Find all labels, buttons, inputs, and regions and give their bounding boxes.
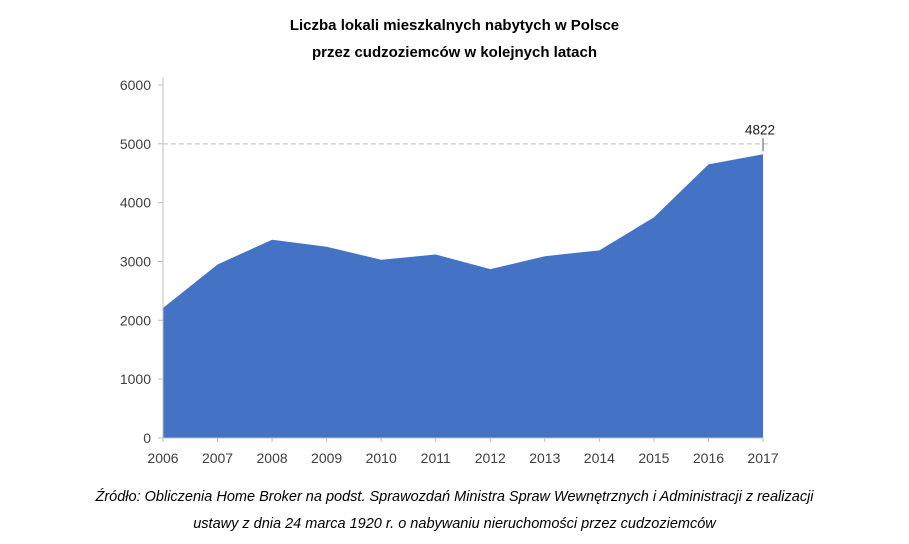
x-tick-label: 2006 [147, 450, 178, 466]
x-tick-label: 2017 [747, 450, 778, 466]
source-note: Źródło: Obliczenia Home Broker na podst.… [0, 484, 909, 538]
x-tick-label: 2014 [584, 450, 615, 466]
x-tick-label: 2009 [311, 450, 342, 466]
y-tick-label: 4000 [120, 195, 151, 211]
area-series [163, 154, 763, 438]
x-tick-label: 2008 [257, 450, 288, 466]
area-chart: 0 1000 2000 3000 4000 5000 6000 2006 2007 2008 200… [120, 77, 779, 466]
x-tick-label: 2010 [366, 450, 397, 466]
x-tick-label: 2013 [529, 450, 560, 466]
chart-title: Liczba lokali mieszkalnych nabytych w Po… [0, 12, 909, 66]
data-label: 4822 [745, 122, 775, 137]
chart-title-line1: Liczba lokali mieszkalnych nabytych w Po… [289, 17, 620, 34]
x-tick-label: 2016 [693, 450, 724, 466]
y-tick-label: 3000 [120, 254, 151, 270]
y-tick-label: 5000 [120, 136, 151, 152]
x-tick-label: 2012 [475, 450, 506, 466]
x-tick-label: 2011 [421, 450, 451, 466]
source-note-line1: Źródło: Obliczenia Home Broker na podst.… [95, 489, 814, 505]
chart-title-line2: przez cudzoziemców w kolejnych latach [311, 44, 598, 61]
y-tick-label: 1000 [120, 371, 151, 387]
x-tick-label: 2007 [202, 450, 233, 466]
source-note-line2: ustawy z dnia 24 marca 1920 r. o nabywan… [193, 516, 716, 532]
y-tick-label: 2000 [120, 312, 151, 328]
y-tick-label: 0 [143, 430, 151, 446]
x-tick-label: 2015 [638, 450, 669, 466]
y-tick-label: 6000 [120, 77, 151, 93]
